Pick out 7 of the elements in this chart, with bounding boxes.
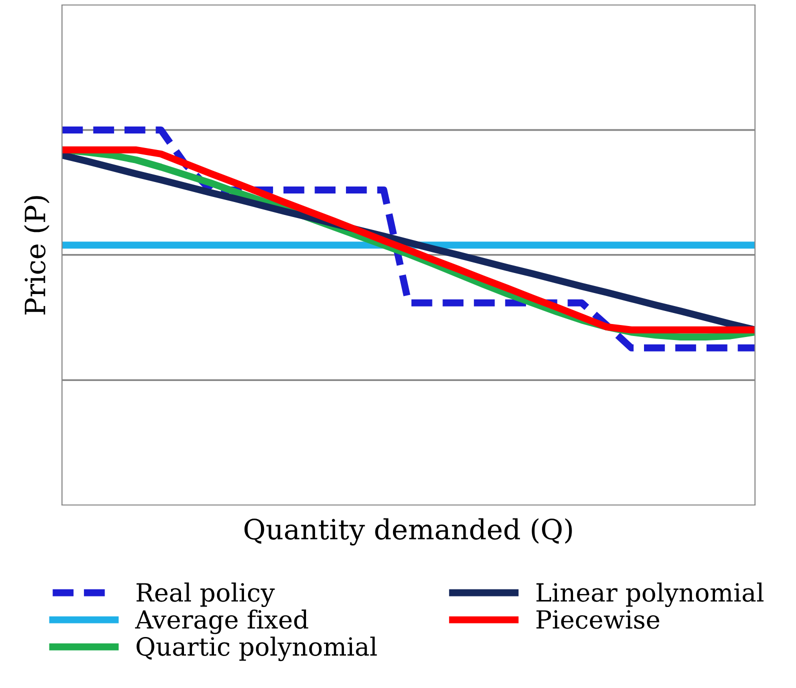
legend-label: Piecewise [536,610,660,629]
legend-label: Average fixed [135,610,308,634]
legend-label: Quartic polynomial [136,636,377,662]
legend-label: Real policy [136,582,275,608]
y-axis-title: Price (P) [24,196,50,314]
x-axis-title: Quantity demanded (Q) [244,518,572,546]
legend-label: Linear polynomial [536,582,764,608]
